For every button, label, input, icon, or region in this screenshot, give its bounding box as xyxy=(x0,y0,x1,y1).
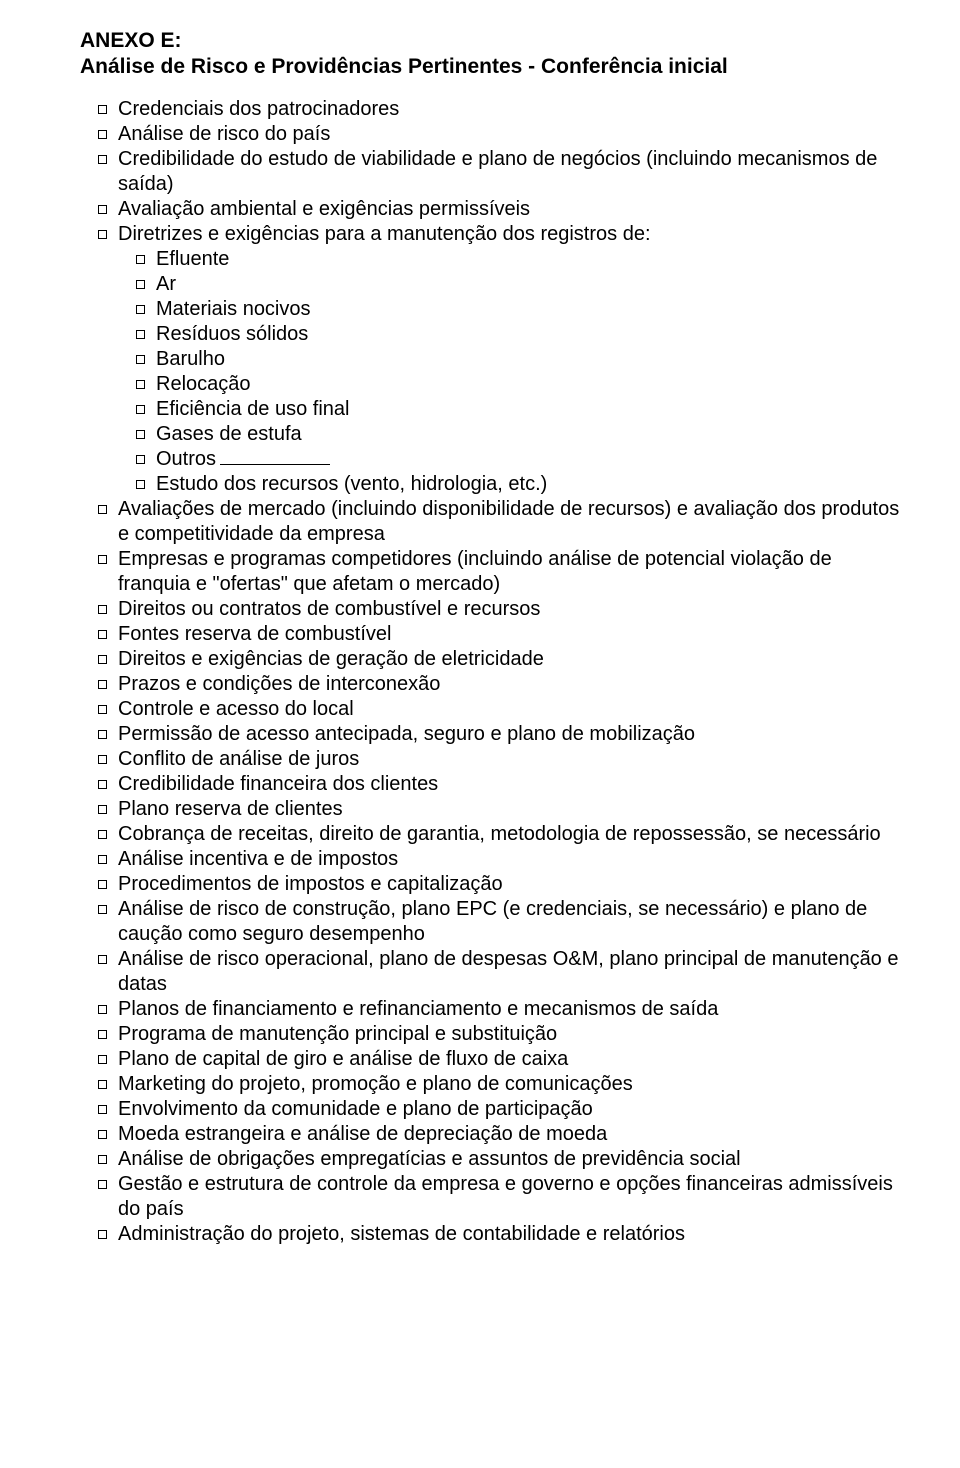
list-item-text: Prazos e condições de interconexão xyxy=(118,673,440,695)
list-item-text: Análise de risco do país xyxy=(118,123,330,145)
list-item: Controle e acesso do local xyxy=(80,697,900,722)
list-item-text: Avaliações de mercado (incluindo disponi… xyxy=(118,498,899,545)
list-item-text: Controle e acesso do local xyxy=(118,698,354,720)
list-item-text: Permissão de acesso antecipada, seguro e… xyxy=(118,723,695,745)
list-item-text: Estudo dos recursos (vento, hidrologia, … xyxy=(156,473,547,495)
list-item: Cobrança de receitas, direito de garanti… xyxy=(80,822,900,847)
list-item-text: Procedimentos de impostos e capitalizaçã… xyxy=(118,873,503,895)
list-item: Ar xyxy=(80,272,900,297)
list-item-text: Direitos e exigências de geração de elet… xyxy=(118,648,544,670)
blank-line xyxy=(220,464,330,465)
list-item-text: Plano de capital de giro e análise de fl… xyxy=(118,1048,568,1070)
list-item: Prazos e condições de interconexão xyxy=(80,672,900,697)
list-item: Efluente xyxy=(80,247,900,272)
list-item: Plano de capital de giro e análise de fl… xyxy=(80,1047,900,1072)
list-item-text: Avaliação ambiental e exigências permiss… xyxy=(118,198,530,220)
list-item-text: Administração do projeto, sistemas de co… xyxy=(118,1223,685,1245)
list-item: Empresas e programas competidores (inclu… xyxy=(80,547,900,597)
list-item-text: Diretrizes e exigências para a manutençã… xyxy=(118,223,651,245)
list-item: Credenciais dos patrocinadores xyxy=(80,97,900,122)
list-item: Eficiência de uso final xyxy=(80,397,900,422)
list-item: Administração do projeto, sistemas de co… xyxy=(80,1222,900,1247)
list-item-text: Outros xyxy=(156,448,216,470)
annex-subtitle: Análise de Risco e Providências Pertinen… xyxy=(80,54,900,80)
list-item: Conflito de análise de juros xyxy=(80,747,900,772)
list-item: Gases de estufa xyxy=(80,422,900,447)
list-item: Estudo dos recursos (vento, hidrologia, … xyxy=(80,472,900,497)
list-item: Procedimentos de impostos e capitalizaçã… xyxy=(80,872,900,897)
list-item-text: Materiais nocivos xyxy=(156,298,311,320)
list-item: Direitos e exigências de geração de elet… xyxy=(80,647,900,672)
list-item-text: Resíduos sólidos xyxy=(156,323,308,345)
list-item: Permissão de acesso antecipada, seguro e… xyxy=(80,722,900,747)
list-item: Direitos ou contratos de combustível e r… xyxy=(80,597,900,622)
list-item: Moeda estrangeira e análise de depreciaç… xyxy=(80,1122,900,1147)
checklist: Credenciais dos patrocinadores Análise de… xyxy=(80,97,900,1247)
list-item: Credibilidade do estudo de viabilidade e… xyxy=(80,147,900,197)
list-item: Análise de risco do país xyxy=(80,122,900,147)
list-item: Envolvimento da comunidade e plano de pa… xyxy=(80,1097,900,1122)
list-item: Programa de manutenção principal e subst… xyxy=(80,1022,900,1047)
list-item: Credibilidade financeira dos clientes xyxy=(80,772,900,797)
list-item-text: Barulho xyxy=(156,348,225,370)
list-item: Análise de risco operacional, plano de d… xyxy=(80,947,900,997)
list-item: Materiais nocivos xyxy=(80,297,900,322)
list-item-text: Direitos ou contratos de combustível e r… xyxy=(118,598,540,620)
list-item-text: Conflito de análise de juros xyxy=(118,748,359,770)
list-item-text: Marketing do projeto, promoção e plano d… xyxy=(118,1073,633,1095)
list-item-text: Credibilidade do estudo de viabilidade e… xyxy=(118,148,877,195)
list-item-text: Eficiência de uso final xyxy=(156,398,349,420)
list-item: Plano reserva de clientes xyxy=(80,797,900,822)
list-item-text: Plano reserva de clientes xyxy=(118,798,343,820)
list-item: Análise de risco de construção, plano EP… xyxy=(80,897,900,947)
list-item: Análise de obrigações empregatícias e as… xyxy=(80,1147,900,1172)
list-item: Relocação xyxy=(80,372,900,397)
list-item-text: Análise de obrigações empregatícias e as… xyxy=(118,1148,741,1170)
list-item-text: Análise incentiva e de impostos xyxy=(118,848,398,870)
list-item: Planos de financiamento e refinanciament… xyxy=(80,997,900,1022)
list-item-text: Análise de risco operacional, plano de d… xyxy=(118,948,899,995)
list-item: Análise incentiva e de impostos xyxy=(80,847,900,872)
list-item: Gestão e estrutura de controle da empres… xyxy=(80,1172,900,1222)
list-item-text: Programa de manutenção principal e subst… xyxy=(118,1023,557,1045)
list-item-text: Credibilidade financeira dos clientes xyxy=(118,773,438,795)
list-item: Barulho xyxy=(80,347,900,372)
list-item: Diretrizes e exigências para a manutençã… xyxy=(80,222,900,247)
list-item-text: Efluente xyxy=(156,248,229,270)
list-item-text: Empresas e programas competidores (inclu… xyxy=(118,548,832,595)
list-item-text: Fontes reserva de combustível xyxy=(118,623,391,645)
list-item: Avaliação ambiental e exigências permiss… xyxy=(80,197,900,222)
list-item-text: Ar xyxy=(156,273,176,295)
list-item: Resíduos sólidos xyxy=(80,322,900,347)
list-item-text: Relocação xyxy=(156,373,251,395)
list-item-text: Planos de financiamento e refinanciament… xyxy=(118,998,718,1020)
list-item-text: Gestão e estrutura de controle da empres… xyxy=(118,1173,893,1220)
list-item: Outros xyxy=(80,447,900,472)
list-item: Marketing do projeto, promoção e plano d… xyxy=(80,1072,900,1097)
list-item-text: Moeda estrangeira e análise de depreciaç… xyxy=(118,1123,607,1145)
title-block: ANEXO E: Análise de Risco e Providências… xyxy=(80,28,900,81)
list-item-text: Cobrança de receitas, direito de garanti… xyxy=(118,823,881,845)
list-item-text: Gases de estufa xyxy=(156,423,302,445)
list-item-text: Envolvimento da comunidade e plano de pa… xyxy=(118,1098,593,1120)
annex-title: ANEXO E: xyxy=(80,28,900,54)
list-item: Avaliações de mercado (incluindo disponi… xyxy=(80,497,900,547)
list-item: Fontes reserva de combustível xyxy=(80,622,900,647)
list-item-text: Análise de risco de construção, plano EP… xyxy=(118,898,867,945)
list-item-text: Credenciais dos patrocinadores xyxy=(118,98,399,120)
